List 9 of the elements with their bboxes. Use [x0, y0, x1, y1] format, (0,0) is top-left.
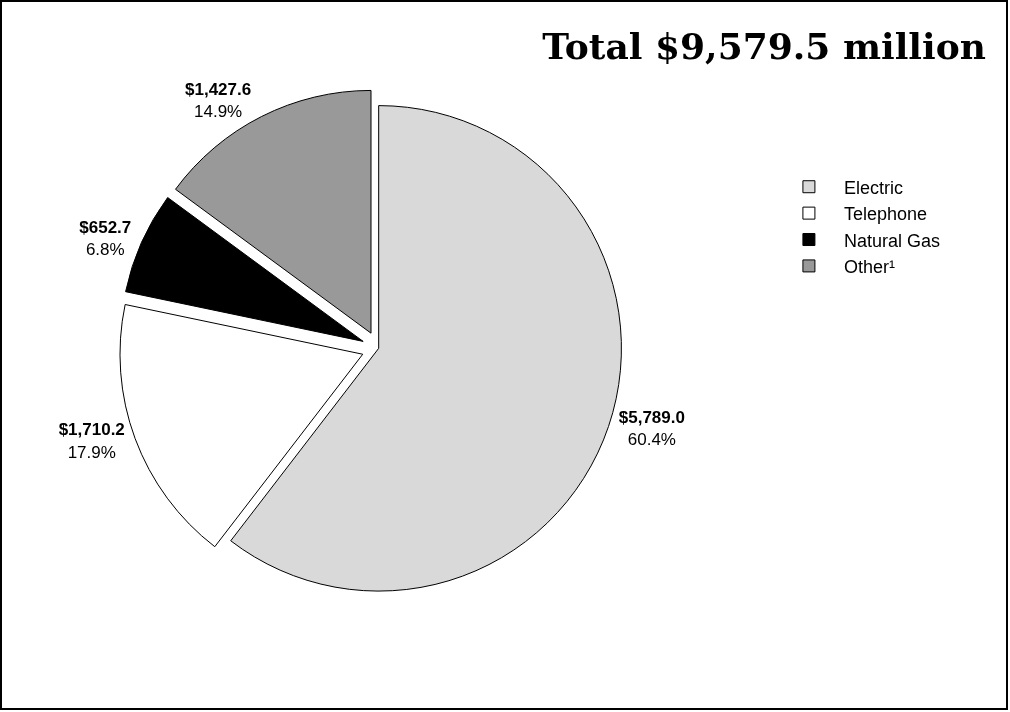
legend-label: Natural Gas — [843, 230, 940, 251]
legend-label: Telephone — [843, 204, 927, 225]
legend-label: Electric — [843, 177, 903, 198]
data-label: $1,710.2 17.9% — [58, 420, 125, 462]
legend-label: Other¹ — [843, 256, 895, 277]
data-label: $1,427.6 14.9% — [185, 79, 252, 121]
data-label: $652.7 6.8% — [79, 218, 132, 260]
data-label: $5,789.0 60.4% — [618, 408, 685, 450]
chart-title: Total $9,579.5 million — [542, 24, 986, 67]
